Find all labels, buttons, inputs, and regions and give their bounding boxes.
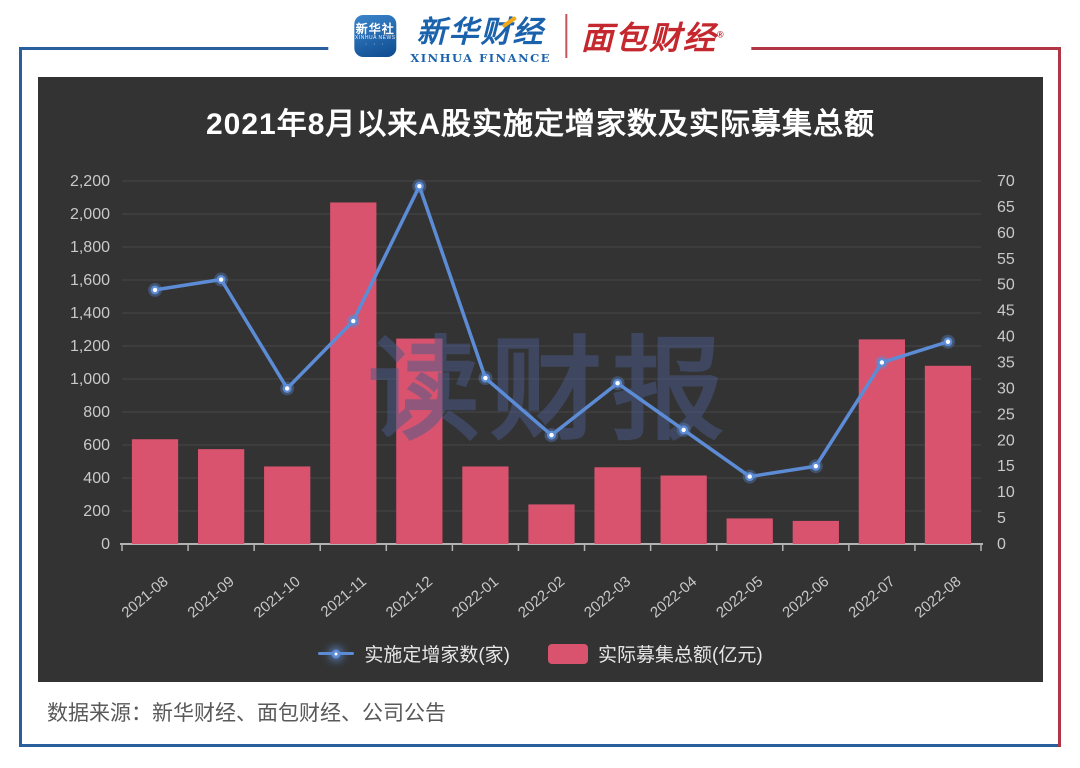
line-point-core xyxy=(284,386,290,391)
line-series-marker-icon xyxy=(318,649,355,658)
line-point-core xyxy=(218,277,224,282)
x-axis-category-label: 2021-12 xyxy=(383,573,436,621)
right-axis-tick-label: 35 xyxy=(997,355,1015,372)
x-axis-category-label: 2022-06 xyxy=(779,573,832,621)
right-axis-tick-label: 0 xyxy=(997,536,1006,553)
line-point-core xyxy=(681,427,686,433)
data-source-note: 数据来源：新华财经、面包财经、公司公告 xyxy=(47,702,446,725)
x-axis-category-label: 2021-08 xyxy=(119,573,172,621)
x-axis-category-label: 2022-01 xyxy=(449,573,502,621)
line-point-core xyxy=(945,339,951,344)
bread-finance-logo: 面包财经® xyxy=(581,13,726,59)
bar xyxy=(264,466,311,544)
bar xyxy=(462,466,509,544)
bar xyxy=(131,439,179,544)
x-axis-category-label: 2022-05 xyxy=(713,573,766,621)
bread-finance-cn: 面包财经 xyxy=(581,20,718,56)
left-axis-tick-label: 2,200 xyxy=(70,173,110,190)
right-axis-tick-label: 55 xyxy=(997,251,1015,268)
x-axis-category-label: 2022-02 xyxy=(515,573,568,621)
right-axis-tick-label: 40 xyxy=(997,329,1015,346)
x-axis-category-label: 2021-11 xyxy=(318,573,370,621)
left-axis-tick-label: 2,000 xyxy=(70,206,110,223)
x-axis-category-label: 2021-09 xyxy=(185,573,238,621)
right-axis-tick-label: 60 xyxy=(997,225,1015,242)
chart-panel: 2021年8月以来A股实施定增家数及实际募集总额 0 200 400 600 800 1,… xyxy=(38,77,1043,682)
right-axis-tick-label: 70 xyxy=(997,173,1015,190)
combo-chart: 02004006008001,0001,2001,4001,6001,8002,… xyxy=(70,173,1015,621)
left-axis-tick-label: 600 xyxy=(83,437,110,454)
legend-item-line: 实施定增家数(家) xyxy=(318,640,510,667)
bar-series-marker-icon xyxy=(548,643,588,664)
line-point-core xyxy=(351,318,356,324)
right-axis-tick-label: 45 xyxy=(997,303,1015,320)
legend-label-line: 实施定增家数(家) xyxy=(364,645,510,666)
frame-border-left xyxy=(19,47,22,747)
x-axis-category-label: 2021-10 xyxy=(251,573,304,621)
bar xyxy=(528,504,575,544)
xinhua-icon-network-dots: · · · xyxy=(364,41,386,49)
line-point-core xyxy=(417,183,422,189)
bar xyxy=(924,365,972,544)
right-axis-tick-label: 15 xyxy=(997,458,1015,475)
right-axis-tick-label: 30 xyxy=(997,380,1015,397)
bar xyxy=(726,518,773,544)
right-axis-tick-label: 25 xyxy=(997,406,1015,423)
left-axis-tick-label: 0 xyxy=(101,536,110,553)
bar xyxy=(792,520,839,544)
left-axis-tick-label: 1,800 xyxy=(70,239,110,256)
bar xyxy=(858,339,906,544)
xinhua-finance-logo: 新华财经 XINHUA FINANCE xyxy=(410,7,551,65)
bar xyxy=(660,475,707,544)
x-axis-category-label: 2022-03 xyxy=(581,573,634,621)
bar xyxy=(594,467,641,544)
frame-border-right xyxy=(1058,47,1061,747)
xinhua-news-app-icon: 新华社 XINHUA NEWS · · · xyxy=(354,15,397,57)
left-axis-tick-label: 800 xyxy=(83,404,110,421)
page-title: 2021年8月以来A股实施定增家数及实际募集总额 xyxy=(205,108,876,141)
chart-legend: 实施定增家数(家) 实际募集总额(亿元) xyxy=(38,640,1043,667)
line-point-core xyxy=(879,360,885,365)
x-axis-category-label: 2022-08 xyxy=(911,573,964,621)
logo-divider xyxy=(565,14,568,58)
left-axis-tick-label: 1,400 xyxy=(70,305,110,322)
line-point-core xyxy=(747,474,752,479)
bar xyxy=(197,449,245,544)
right-axis-tick-label: 5 xyxy=(997,510,1006,527)
registered-mark: ® xyxy=(717,29,726,40)
line-point-core xyxy=(549,432,554,438)
right-axis-tick-label: 50 xyxy=(997,277,1015,294)
left-axis-tick-label: 1,600 xyxy=(70,272,110,289)
x-axis-category-label: 2022-07 xyxy=(845,573,898,621)
line-point-core xyxy=(615,381,620,386)
line-point-core xyxy=(483,375,488,381)
legend-label-bar: 实际募集总额(亿元) xyxy=(598,645,763,666)
frame-border-bottom xyxy=(19,744,1061,747)
line-point-icon xyxy=(331,649,341,658)
right-axis-tick-label: 65 xyxy=(997,199,1015,216)
left-axis-tick-label: 1,200 xyxy=(70,338,110,355)
xinhua-icon-subtext: XINHUA NEWS xyxy=(355,35,396,41)
bar xyxy=(330,202,377,544)
xinhua-icon-text: 新华社 xyxy=(355,22,395,37)
header-logo-strip: 新华社 XINHUA NEWS · · · 新华财经 XINHUA FINANC… xyxy=(328,5,752,67)
line-point-core xyxy=(152,287,158,293)
xinhua-finance-cn: 新华财经 xyxy=(416,15,545,50)
bar xyxy=(396,338,443,544)
right-axis-tick-label: 10 xyxy=(997,484,1015,501)
legend-item-bar: 实际募集总额(亿元) xyxy=(548,640,763,667)
left-axis-tick-label: 400 xyxy=(83,470,110,487)
right-axis-tick-label: 20 xyxy=(997,432,1015,449)
left-axis-tick-label: 200 xyxy=(83,503,110,520)
left-axis-tick-label: 1,000 xyxy=(70,371,110,388)
line-point-core xyxy=(813,464,819,469)
poster-frame: 2021年8月以来A股实施定增家数及实际募集总额 0 200 400 600 800 1,… xyxy=(19,47,1061,747)
x-axis-category-label: 2022-04 xyxy=(647,573,700,621)
xinhua-finance-en: XINHUA FINANCE xyxy=(410,51,552,65)
